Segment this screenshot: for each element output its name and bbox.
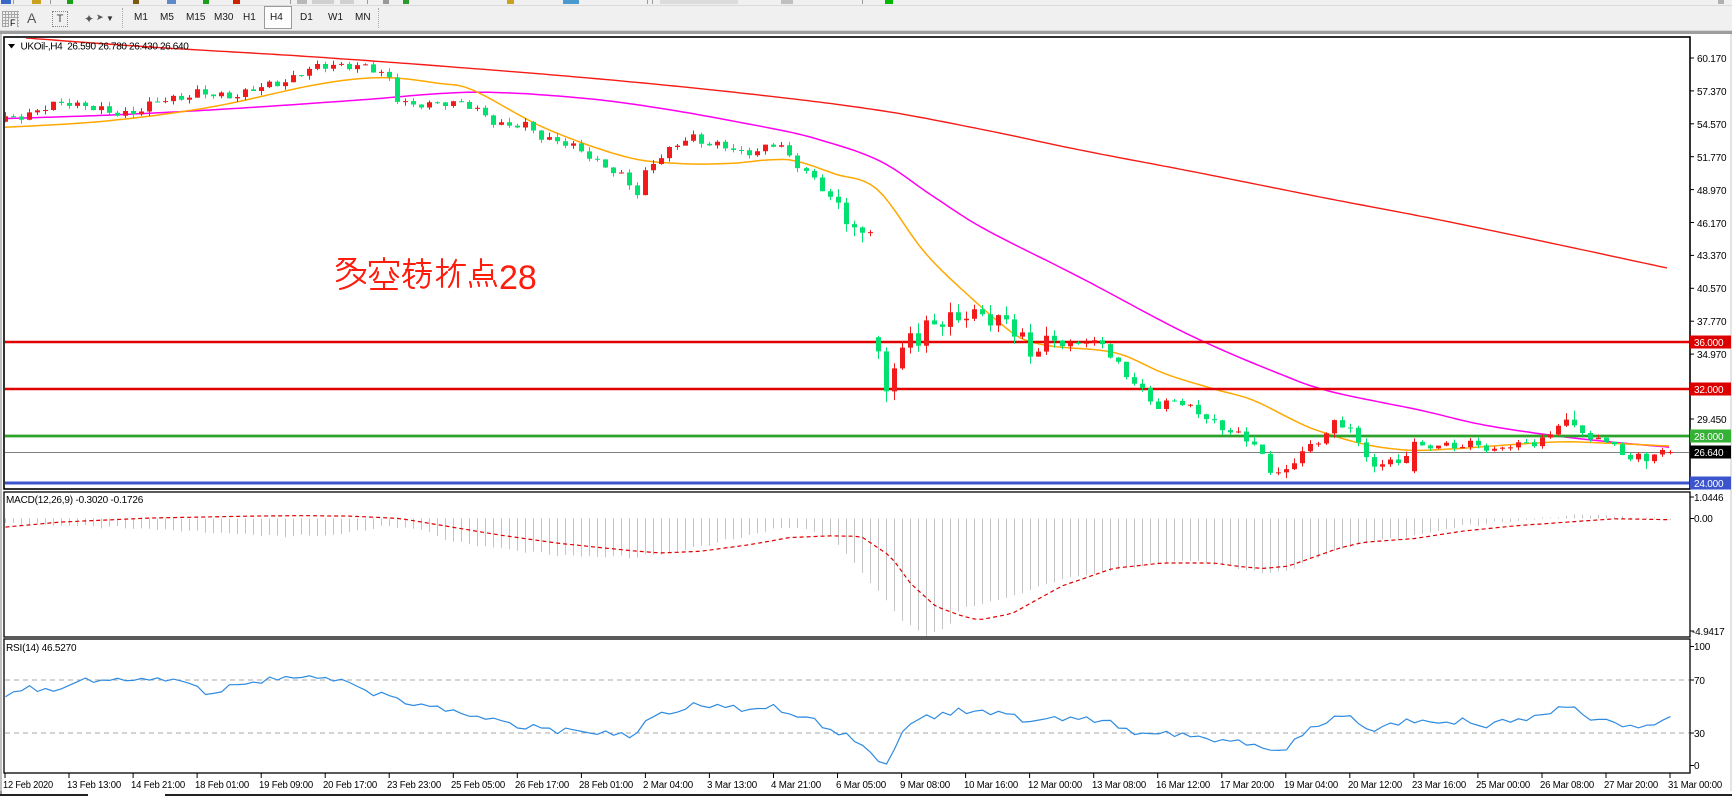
svg-text:14 Feb 21:00: 14 Feb 21:00 bbox=[131, 780, 186, 791]
svg-text:28: 28 bbox=[499, 259, 537, 297]
svg-text:26.640: 26.640 bbox=[1694, 448, 1724, 459]
svg-text:46.170: 46.170 bbox=[1697, 219, 1727, 230]
svg-text:70: 70 bbox=[1694, 676, 1705, 687]
svg-text:3 Mar 13:00: 3 Mar 13:00 bbox=[707, 780, 758, 791]
svg-text:60.170: 60.170 bbox=[1697, 54, 1727, 65]
svg-text:16 Mar 12:00: 16 Mar 12:00 bbox=[1156, 780, 1211, 791]
svg-text:12 Mar 00:00: 12 Mar 00:00 bbox=[1028, 780, 1083, 791]
svg-text:RSI(14) 46.5270: RSI(14) 46.5270 bbox=[6, 643, 77, 654]
svg-text:9 Mar 08:00: 9 Mar 08:00 bbox=[900, 780, 951, 791]
svg-text:26 Feb 17:00: 26 Feb 17:00 bbox=[515, 780, 570, 791]
svg-text:29.450: 29.450 bbox=[1697, 415, 1727, 426]
svg-text:-4.9417: -4.9417 bbox=[1692, 627, 1725, 638]
svg-text:43.370: 43.370 bbox=[1697, 251, 1727, 262]
svg-text:32.000: 32.000 bbox=[1694, 385, 1724, 396]
svg-text:26 Mar 08:00: 26 Mar 08:00 bbox=[1540, 780, 1595, 791]
svg-text:13 Feb 13:00: 13 Feb 13:00 bbox=[67, 780, 122, 791]
svg-text:27 Mar 20:00: 27 Mar 20:00 bbox=[1604, 780, 1659, 791]
svg-text:19 Mar 04:00: 19 Mar 04:00 bbox=[1284, 780, 1339, 791]
svg-text:40.570: 40.570 bbox=[1697, 284, 1727, 295]
svg-text:54.570: 54.570 bbox=[1697, 120, 1727, 131]
svg-text:100: 100 bbox=[1694, 642, 1711, 653]
svg-text:28.000: 28.000 bbox=[1694, 432, 1724, 443]
svg-text:31 Mar 00:00: 31 Mar 00:00 bbox=[1668, 780, 1723, 791]
svg-text:20 Mar 12:00: 20 Mar 12:00 bbox=[1348, 780, 1403, 791]
svg-text:36.000: 36.000 bbox=[1694, 338, 1724, 349]
svg-text:0: 0 bbox=[1694, 761, 1700, 772]
svg-text:23 Mar 16:00: 23 Mar 16:00 bbox=[1412, 780, 1467, 791]
svg-text:1.0446: 1.0446 bbox=[1694, 493, 1724, 504]
svg-text:6 Mar 05:00: 6 Mar 05:00 bbox=[836, 780, 887, 791]
svg-text:51.770: 51.770 bbox=[1697, 153, 1727, 164]
svg-text:0.00: 0.00 bbox=[1694, 514, 1713, 525]
svg-text:57.370: 57.370 bbox=[1697, 87, 1727, 98]
svg-text:UKOil-,H4 26.590 26.780 26.43: UKOil-,H4 26.590 26.780 26.430 26.640 bbox=[21, 42, 190, 53]
svg-text:2 Mar 04:00: 2 Mar 04:00 bbox=[643, 780, 694, 791]
svg-text:23 Feb 23:00: 23 Feb 23:00 bbox=[387, 780, 442, 791]
svg-text:48.970: 48.970 bbox=[1697, 186, 1727, 197]
svg-text:19 Feb 09:00: 19 Feb 09:00 bbox=[259, 780, 314, 791]
svg-text:MACD(12,26,9) -0.3020 -0.1726: MACD(12,26,9) -0.3020 -0.1726 bbox=[6, 495, 144, 506]
svg-text:20 Feb 17:00: 20 Feb 17:00 bbox=[323, 780, 378, 791]
svg-text:17 Mar 20:00: 17 Mar 20:00 bbox=[1220, 780, 1275, 791]
svg-text:10 Mar 16:00: 10 Mar 16:00 bbox=[964, 780, 1019, 791]
svg-text:18 Feb 01:00: 18 Feb 01:00 bbox=[195, 780, 250, 791]
svg-text:4 Mar 21:00: 4 Mar 21:00 bbox=[771, 780, 822, 791]
svg-text:30: 30 bbox=[1694, 729, 1705, 740]
svg-text:25 Feb 05:00: 25 Feb 05:00 bbox=[451, 780, 506, 791]
svg-text:25 Mar 00:00: 25 Mar 00:00 bbox=[1476, 780, 1531, 791]
svg-text:37.770: 37.770 bbox=[1697, 317, 1727, 328]
svg-text:13 Mar 08:00: 13 Mar 08:00 bbox=[1092, 780, 1147, 791]
svg-text:28 Feb 01:00: 28 Feb 01:00 bbox=[579, 780, 634, 791]
svg-text:24.000: 24.000 bbox=[1694, 479, 1724, 490]
svg-text:34.970: 34.970 bbox=[1697, 350, 1727, 361]
svg-text:12 Feb 2020: 12 Feb 2020 bbox=[3, 780, 54, 791]
